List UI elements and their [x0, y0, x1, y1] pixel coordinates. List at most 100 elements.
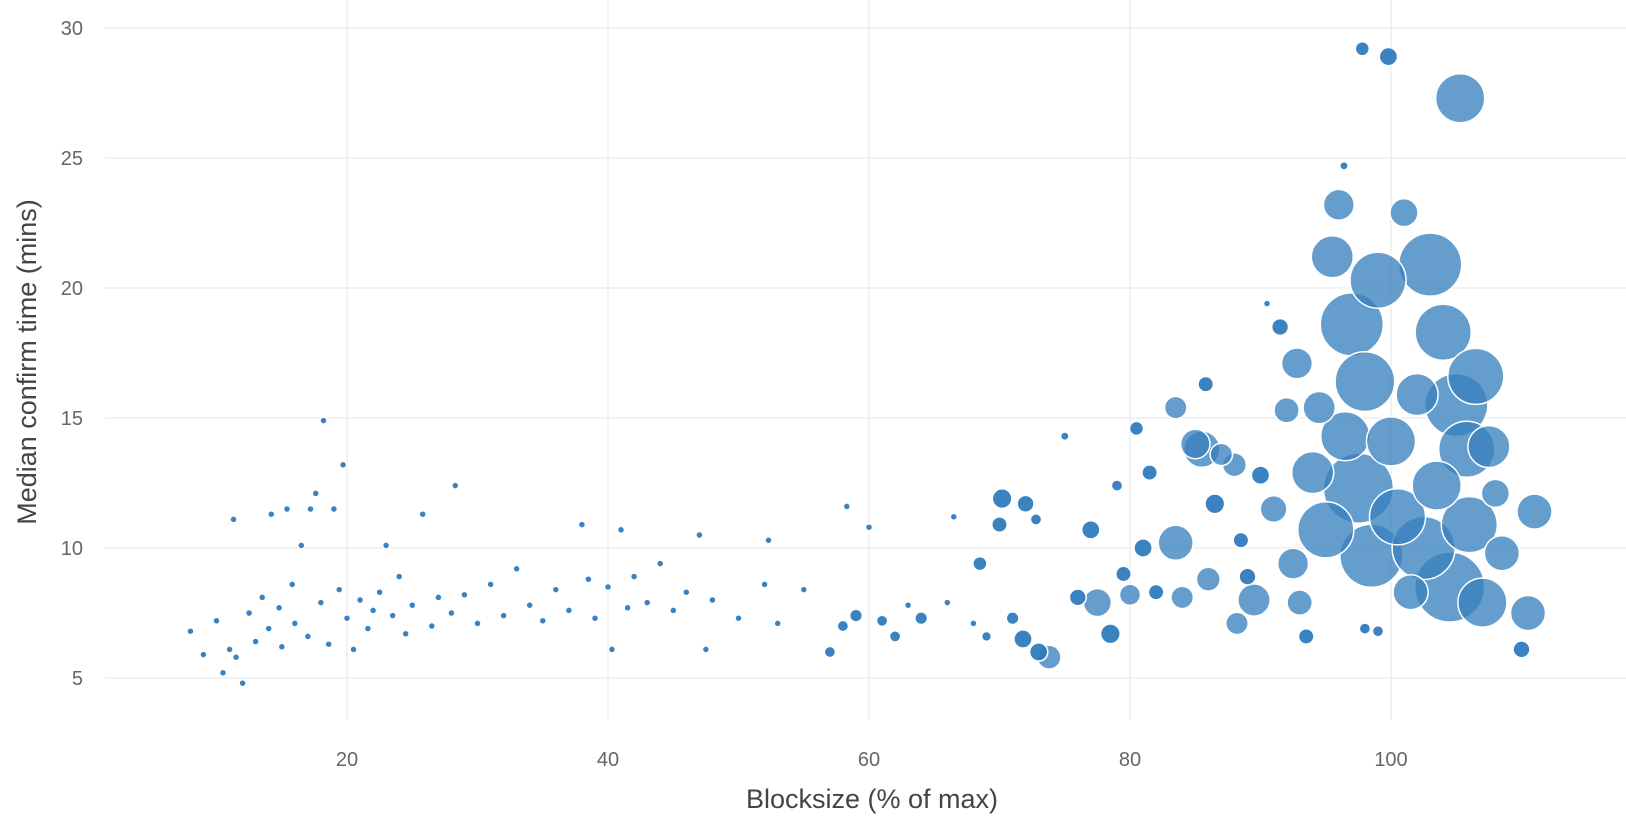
data-point — [1414, 303, 1472, 361]
data-point — [1099, 623, 1121, 645]
data-point — [1204, 493, 1226, 515]
data-point — [303, 632, 313, 641]
data-point — [349, 645, 358, 654]
data-point — [355, 595, 365, 605]
data-point — [1457, 577, 1508, 628]
data-point — [1115, 565, 1132, 583]
data-point — [1467, 424, 1511, 469]
data-point — [1395, 372, 1439, 417]
data-point — [799, 585, 809, 594]
data-point — [381, 541, 391, 550]
x-tick-label: 80 — [1119, 749, 1141, 771]
data-point — [1480, 478, 1511, 509]
data-point — [1238, 567, 1257, 586]
data-point — [773, 619, 782, 628]
data-point — [1209, 442, 1234, 467]
data-point — [991, 516, 1008, 534]
data-point — [277, 642, 287, 652]
data-point — [623, 603, 632, 613]
data-point — [1237, 583, 1271, 617]
data-point — [1339, 160, 1349, 171]
data-point — [394, 572, 404, 581]
data-point — [1273, 396, 1300, 424]
data-point — [427, 621, 437, 631]
data-point — [603, 582, 613, 592]
data-point — [264, 624, 273, 633]
data-point — [1262, 299, 1272, 308]
data-point — [274, 603, 284, 613]
data-point — [329, 504, 339, 514]
data-point — [338, 460, 348, 470]
data-point — [1028, 642, 1049, 662]
data-point — [375, 587, 384, 597]
data-point — [324, 639, 333, 649]
data-point — [943, 598, 952, 607]
data-point — [1029, 513, 1043, 526]
data-point — [875, 614, 889, 628]
y-tick-labels: 5 10 15 20 25 30 — [61, 18, 83, 690]
data-point — [695, 530, 704, 540]
data-point — [316, 598, 326, 607]
data-point — [590, 613, 600, 623]
data-point — [1349, 251, 1407, 309]
data-point — [949, 512, 959, 522]
x-tick-label: 100 — [1374, 749, 1407, 771]
data-point — [848, 608, 864, 623]
data-point — [334, 585, 344, 594]
data-point — [980, 630, 993, 643]
data-point — [1354, 41, 1371, 57]
data-point — [486, 580, 495, 589]
data-point — [577, 520, 587, 529]
data-point — [447, 608, 456, 618]
data-point — [1483, 534, 1521, 572]
data-point — [1297, 501, 1355, 559]
data-point — [418, 509, 427, 519]
data-point — [629, 572, 639, 581]
data-point — [1147, 583, 1165, 601]
data-point — [282, 504, 292, 514]
data-point — [1447, 347, 1505, 406]
data-point — [701, 645, 711, 654]
data-point — [1310, 235, 1355, 279]
data-point — [1334, 351, 1396, 413]
data-point — [1434, 72, 1486, 124]
data-point — [1516, 493, 1553, 530]
data-point — [823, 645, 837, 659]
data-point — [1270, 317, 1290, 337]
data-point — [267, 509, 276, 519]
data-point — [186, 626, 195, 636]
data-point — [616, 525, 626, 535]
data-point — [297, 541, 306, 550]
data-point — [1157, 524, 1194, 562]
data-point — [1392, 573, 1429, 611]
data-point — [760, 580, 769, 589]
data-point — [225, 645, 234, 654]
data-point — [969, 619, 978, 628]
data-point — [1016, 494, 1035, 513]
x-axis-title: Blocksize (% of max) — [746, 784, 998, 814]
data-point — [306, 504, 315, 514]
data-point — [311, 489, 320, 498]
data-point — [764, 535, 773, 545]
data-point — [1163, 395, 1188, 420]
data-point — [238, 678, 247, 688]
x-tick-label: 20 — [336, 749, 358, 771]
data-point — [1302, 390, 1337, 425]
data-point — [734, 613, 743, 623]
data-point — [682, 587, 691, 597]
data-point — [319, 416, 328, 425]
data-point — [473, 619, 482, 628]
y-tick-label: 20 — [61, 278, 83, 300]
data-point — [914, 611, 929, 626]
data-point — [1118, 583, 1142, 607]
data-point — [1371, 624, 1385, 638]
data-point — [1276, 547, 1310, 580]
data-point — [512, 564, 521, 574]
data-point — [1133, 538, 1153, 558]
data-point — [1179, 428, 1211, 460]
y-tick-label: 25 — [61, 148, 83, 170]
data-point — [1082, 587, 1113, 618]
y-tick-label: 15 — [61, 408, 83, 430]
data-point — [434, 593, 443, 602]
